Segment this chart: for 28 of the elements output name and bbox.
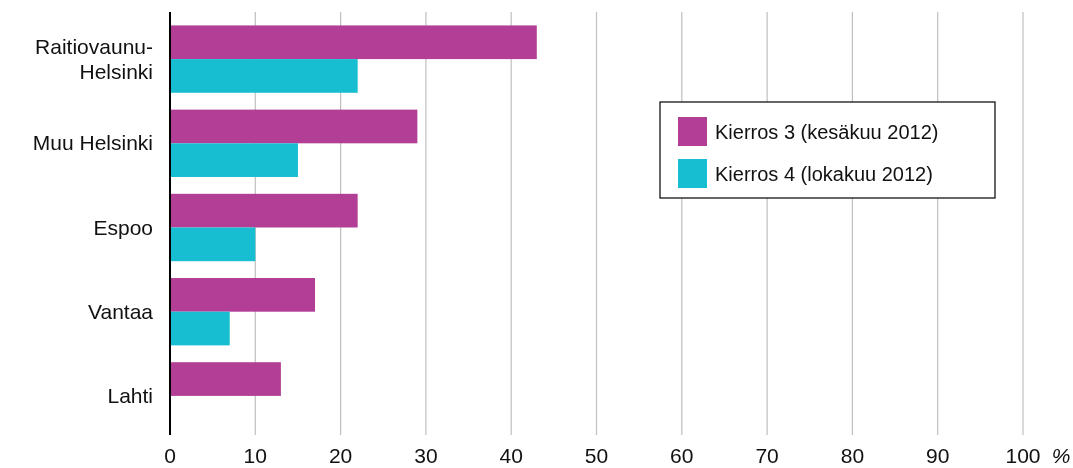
bar [170,278,316,312]
x-tick-label: 50 [584,444,609,467]
bar [170,362,281,396]
x-tick-label: 80 [840,444,865,467]
x-tick-label: 30 [414,444,438,467]
y-tick-label: Raitiovaunu-Helsinki [35,34,153,83]
bar [170,193,358,228]
y-tick-label: Muu Helsinki [32,131,153,155]
legend-label: Kierros 3 (kesäkuu 2012) [715,121,939,143]
bar [170,25,537,60]
bar [170,59,358,93]
x-tick-label: 0 [164,444,176,467]
y-tick-label: Vantaa [88,299,154,323]
y-tick-label: Lahti [107,383,153,407]
bar [170,311,230,346]
y-tick-label: Espoo [93,215,153,239]
bar [170,143,298,177]
x-tick-label: 20 [328,444,353,467]
bar [170,227,256,262]
bar [170,109,418,144]
x-tick-label: 40 [499,444,523,467]
x-axis-title: % [1051,444,1071,467]
x-tick-label: 10 [243,444,267,467]
x-tick-label: 100 [1005,444,1041,467]
x-tick-label: 70 [755,444,779,467]
x-tick-label: 90 [926,444,950,467]
x-tick-label: 60 [670,444,694,467]
legend-label: Kierros 4 (lokakuu 2012) [715,163,933,185]
